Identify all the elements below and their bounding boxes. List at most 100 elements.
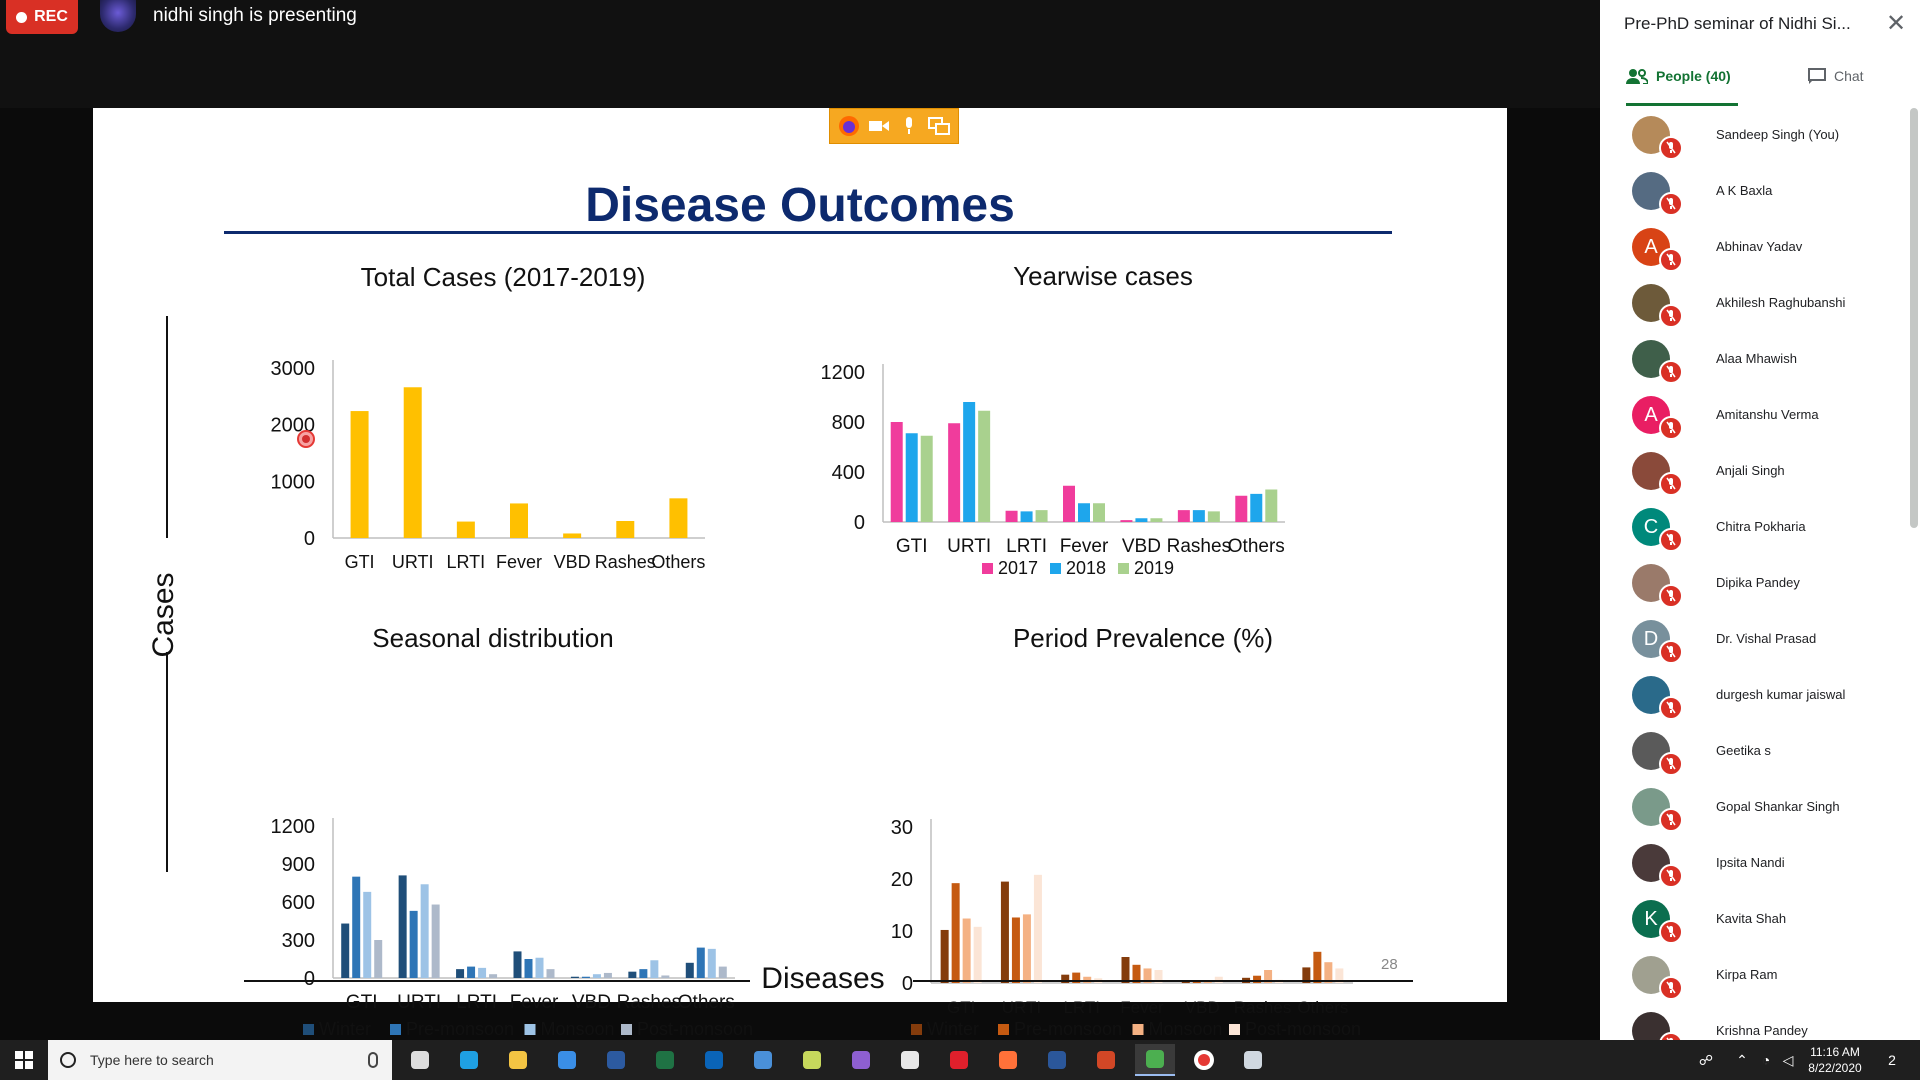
participant-row[interactable]: Dipika Pandey bbox=[1600, 556, 1910, 612]
clock-date: 8/22/2020 bbox=[1808, 1061, 1862, 1075]
y-tick-label: 900 bbox=[282, 854, 315, 876]
share-window-icon[interactable] bbox=[928, 115, 950, 137]
tab-chat[interactable]: Chat bbox=[1808, 68, 1888, 104]
participant-row[interactable]: A K Baxla bbox=[1600, 164, 1910, 220]
taskbar-search-box[interactable]: Type here to search bbox=[48, 1040, 392, 1080]
bar-urti-winter bbox=[1000, 881, 1009, 983]
x-tick-label: GTI bbox=[345, 552, 375, 572]
participant-row[interactable]: Ipsita Nandi bbox=[1600, 836, 1910, 892]
r-icon[interactable] bbox=[743, 1044, 783, 1076]
participant-name: Alaa Mhawish bbox=[1716, 351, 1797, 366]
x-tick-label: Rashes bbox=[617, 992, 681, 1013]
network-icon[interactable]: ◔ bbox=[1761, 1052, 1771, 1068]
chart-yearwise: 0 400 800 1200 GTI URTI LRTI Fever VBD RashesOthe… bbox=[821, 362, 1285, 578]
bar-gti-winter bbox=[940, 929, 949, 983]
bar-fever-2018 bbox=[1078, 503, 1090, 522]
tab-people[interactable]: People (40) bbox=[1626, 68, 1738, 106]
y-tick-label: 1200 bbox=[821, 362, 866, 384]
bar-vbd-post-monsoon bbox=[603, 972, 612, 978]
task-view-icon[interactable] bbox=[400, 1044, 440, 1076]
cases-axis-line-bottom bbox=[166, 652, 168, 872]
x-tick-label: Rashes bbox=[1234, 998, 1292, 1017]
firefox-icon[interactable] bbox=[988, 1044, 1028, 1076]
app-icon[interactable] bbox=[890, 1044, 930, 1076]
camera-icon[interactable] bbox=[868, 115, 890, 137]
participant-row[interactable]: Gopal Shankar Singh bbox=[1600, 780, 1910, 836]
x-tick-label: Fever bbox=[510, 992, 559, 1013]
presenter-status: nidhi singh is presenting bbox=[153, 5, 357, 26]
participant-row[interactable]: Alaa Mhawish bbox=[1600, 332, 1910, 388]
participant-name: Geetika s bbox=[1716, 743, 1771, 758]
start-button[interactable] bbox=[0, 1040, 48, 1080]
microphone-icon[interactable] bbox=[368, 1052, 378, 1068]
bar-urti-winter bbox=[398, 875, 407, 978]
clock[interactable]: 11:16 AM 8/22/2020 bbox=[1800, 1044, 1870, 1076]
participant-name: durgesh kumar jaiswal bbox=[1716, 687, 1846, 702]
bar-urti-monsoon bbox=[420, 884, 429, 978]
close-panel-button[interactable]: ✕ bbox=[1885, 10, 1907, 37]
participant-row[interactable]: K Kavita Shah bbox=[1600, 892, 1910, 948]
x-tick-label: Fever bbox=[1120, 998, 1164, 1017]
edge-icon[interactable] bbox=[449, 1044, 489, 1076]
photoshop-icon[interactable] bbox=[596, 1044, 636, 1076]
bar-rashes-monsoon bbox=[1264, 970, 1273, 983]
participant-row[interactable]: Kirpa Ram bbox=[1600, 948, 1910, 1004]
mic-off-icon bbox=[1659, 472, 1683, 496]
participant-row[interactable]: durgesh kumar jaiswal bbox=[1600, 668, 1910, 724]
presentation-slide: Disease Outcomes Total Cases (2017-2019)… bbox=[93, 108, 1507, 1039]
legend-label: Pre-monsoon bbox=[1014, 1019, 1122, 1039]
visual-studio-icon[interactable] bbox=[841, 1044, 881, 1076]
participant-name: Krishna Pandey bbox=[1716, 1023, 1808, 1038]
bar-urti bbox=[403, 387, 422, 538]
bar-lrti-monsoon bbox=[1083, 976, 1092, 983]
diseases-axis-line-right bbox=[913, 980, 1413, 982]
file-explorer-icon[interactable] bbox=[498, 1044, 538, 1076]
excel-icon[interactable] bbox=[645, 1044, 685, 1076]
y-tick-label: 3000 bbox=[271, 358, 316, 380]
word-icon[interactable] bbox=[1037, 1044, 1077, 1076]
bar-lrti-winter bbox=[456, 969, 465, 978]
participant-row[interactable]: Sandeep Singh (You) bbox=[1600, 108, 1910, 164]
participant-row[interactable]: A Abhinav Yadav bbox=[1600, 220, 1910, 276]
chrome-icon[interactable] bbox=[1135, 1044, 1175, 1076]
y-tick-label: 1000 bbox=[271, 471, 316, 493]
x-tick-label: VBD bbox=[1122, 536, 1161, 557]
x-tick-label: URTI bbox=[392, 552, 434, 572]
participant-row[interactable]: Krishna Pandey bbox=[1600, 1004, 1910, 1040]
mic-off-icon bbox=[1659, 192, 1683, 216]
bar-gti-pre-monsoon bbox=[352, 876, 361, 978]
mic-off-icon bbox=[1659, 528, 1683, 552]
bar-urti-post-monsoon bbox=[431, 904, 440, 978]
participant-row[interactable]: D Dr. Vishal Prasad bbox=[1600, 612, 1910, 668]
bar-fever-2019 bbox=[1093, 503, 1105, 522]
bar-others-pre-monsoon bbox=[696, 947, 705, 978]
firefox-icon[interactable] bbox=[838, 115, 860, 137]
recorder-icon[interactable] bbox=[1184, 1044, 1224, 1076]
bar-vbd-post-monsoon bbox=[1214, 976, 1223, 983]
chevron-up-icon[interactable]: ⌃ bbox=[1736, 1052, 1748, 1068]
bar-urti-monsoon bbox=[1022, 914, 1031, 983]
microphone-icon[interactable] bbox=[898, 115, 920, 137]
notifications-icon[interactable]: 2 bbox=[1880, 1052, 1904, 1068]
legend-label: Monsoon bbox=[1149, 1019, 1223, 1039]
app2-icon[interactable] bbox=[1233, 1044, 1273, 1076]
participant-row[interactable]: A Amitanshu Verma bbox=[1600, 388, 1910, 444]
snipping-icon[interactable] bbox=[792, 1044, 832, 1076]
bar-lrti-2019 bbox=[1035, 510, 1048, 522]
participant-row[interactable]: Akhilesh Raghubanshi bbox=[1600, 276, 1910, 332]
store-icon[interactable] bbox=[547, 1044, 587, 1076]
windows-logo-icon bbox=[15, 1051, 33, 1069]
people-list-scrollbar[interactable] bbox=[1910, 108, 1918, 528]
participant-row[interactable]: Anjali Singh bbox=[1600, 444, 1910, 500]
volume-muted-icon[interactable]: ◁ bbox=[1782, 1052, 1794, 1068]
bar-urti-pre-monsoon bbox=[409, 910, 418, 978]
people-icon bbox=[1626, 69, 1648, 84]
opera-icon[interactable] bbox=[939, 1044, 979, 1076]
people-tray-icon[interactable]: ☍ bbox=[1698, 1052, 1714, 1068]
outlook-icon[interactable] bbox=[694, 1044, 734, 1076]
bar-rashes-winter bbox=[628, 971, 637, 978]
powerpoint-icon[interactable] bbox=[1086, 1044, 1126, 1076]
participant-row[interactable]: C Chitra Pokharia bbox=[1600, 500, 1910, 556]
participant-row[interactable]: Geetika s bbox=[1600, 724, 1910, 780]
x-axis-title: Diseases bbox=[761, 962, 885, 995]
